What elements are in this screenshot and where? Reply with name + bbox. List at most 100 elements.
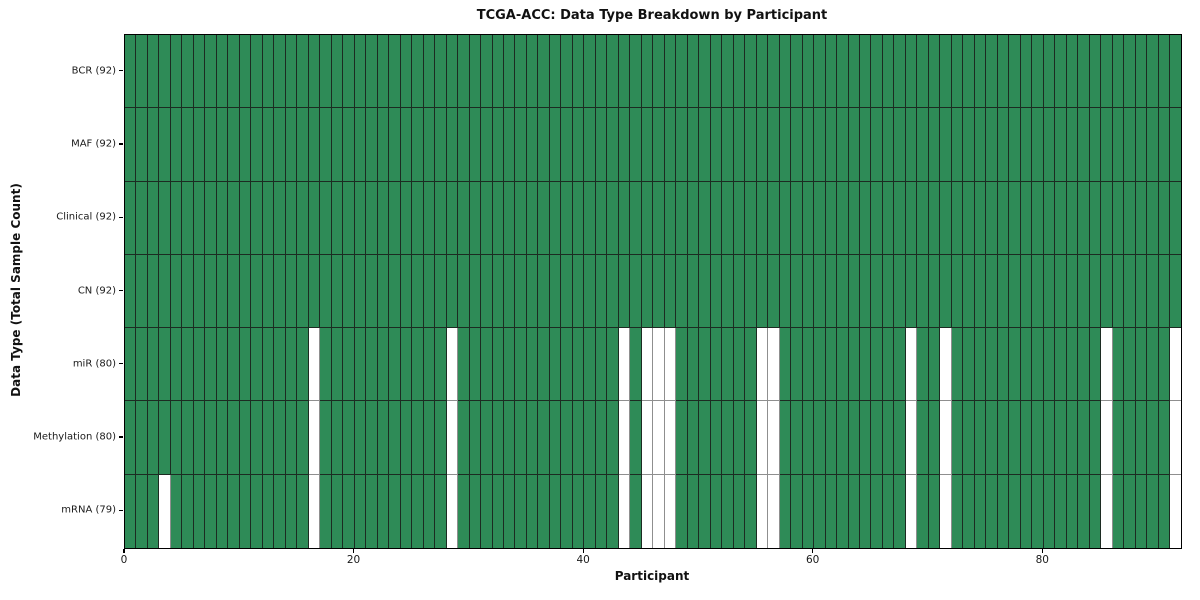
heatmap-cell <box>1170 474 1181 548</box>
heatmap-cell <box>193 401 206 475</box>
heatmap-cell <box>1009 35 1021 109</box>
y-axis-label: Data Type (Total Sample Count) <box>9 183 23 397</box>
heatmap-cell <box>159 254 171 329</box>
heatmap-cell <box>538 328 550 402</box>
heatmap-cell <box>297 401 309 475</box>
heatmap-cell <box>159 474 171 548</box>
heatmap-cell <box>595 474 608 548</box>
heatmap-cell <box>905 35 918 109</box>
heatmap-cell <box>526 108 539 182</box>
heatmap-cell <box>974 181 987 255</box>
heatmap-cell <box>285 35 298 109</box>
heatmap-cell <box>687 328 700 402</box>
heatmap-cell <box>274 328 286 402</box>
heatmap-cell <box>699 181 711 255</box>
heatmap-cell <box>653 474 665 548</box>
heatmap-cell <box>653 35 665 109</box>
heatmap-cell <box>354 474 367 548</box>
heatmap-cell <box>779 108 792 182</box>
heatmap-cell <box>1112 35 1125 109</box>
heatmap-cell <box>871 328 883 402</box>
heatmap-cell <box>274 474 286 548</box>
heatmap-cell <box>894 328 906 402</box>
heatmap-cell <box>1032 181 1044 255</box>
heatmap-cell <box>630 401 642 475</box>
heatmap-cell <box>641 401 654 475</box>
y-tick-mark <box>118 289 123 292</box>
heatmap-cell <box>1089 181 1102 255</box>
heatmap-cell <box>1009 181 1021 255</box>
heatmap-cell <box>963 401 975 475</box>
heatmap-cell <box>1009 474 1021 548</box>
heatmap-cell <box>710 35 723 109</box>
heatmap-cell <box>618 35 631 109</box>
heatmap-cell <box>170 328 183 402</box>
heatmap-cell <box>389 35 401 109</box>
heatmap-cell <box>584 474 596 548</box>
heatmap-cell <box>170 254 183 329</box>
heatmap-cell <box>963 254 975 329</box>
heatmap-cell <box>308 328 321 402</box>
heatmap-cell <box>584 35 596 109</box>
heatmap-cell <box>366 108 378 182</box>
heatmap-cell <box>159 181 171 255</box>
heatmap-cell <box>641 108 654 182</box>
heatmap-cell <box>503 328 516 402</box>
heatmap-cell <box>837 181 849 255</box>
heatmap-cell <box>595 401 608 475</box>
y-tick-mark <box>118 436 123 438</box>
heatmap-cell <box>1078 181 1090 255</box>
heatmap-cell <box>653 401 665 475</box>
heatmap-cell <box>147 328 160 402</box>
heatmap-cell <box>354 108 367 182</box>
heatmap-cell <box>1101 108 1113 182</box>
heatmap-cell <box>768 474 780 548</box>
heatmap-cell <box>538 474 550 548</box>
heatmap-cell <box>239 401 252 475</box>
heatmap-cell <box>1055 108 1067 182</box>
heatmap-cell <box>159 401 171 475</box>
heatmap-cell <box>205 254 217 329</box>
heatmap-cell <box>320 328 332 402</box>
heatmap-cell <box>1135 35 1148 109</box>
heatmap-cell <box>561 328 573 402</box>
heatmap-cell <box>343 328 355 402</box>
heatmap-cell <box>1170 328 1181 402</box>
heatmap-cell <box>664 401 677 475</box>
heatmap-cell <box>1066 328 1079 402</box>
heatmap-cell <box>1032 254 1044 329</box>
heatmap-cell <box>733 108 746 182</box>
heatmap-cell <box>458 108 470 182</box>
heatmap-cell <box>664 35 677 109</box>
heatmap-cell <box>549 401 562 475</box>
heatmap-cell <box>848 328 860 402</box>
heatmap-cell <box>928 108 941 182</box>
heatmap-cell <box>1124 254 1136 329</box>
heatmap-cell <box>1158 328 1171 402</box>
heatmap-cell <box>882 108 895 182</box>
heatmap-cell <box>492 108 504 182</box>
heatmap-cell <box>274 108 286 182</box>
heatmap-cell <box>147 401 160 475</box>
heatmap-cell <box>446 401 459 475</box>
heatmap-cell <box>825 401 838 475</box>
heatmap-cell <box>595 254 608 329</box>
heatmap-cell <box>940 328 952 402</box>
heatmap-cell <box>469 35 482 109</box>
heatmap-cell <box>905 181 918 255</box>
heatmap-cell <box>802 328 815 402</box>
heatmap-cell <box>917 108 929 182</box>
heatmap-cell <box>779 35 792 109</box>
heatmap-cell <box>1147 474 1159 548</box>
heatmap-cell <box>308 401 321 475</box>
heatmap-cell <box>1101 401 1113 475</box>
heatmap-cell <box>1043 328 1056 402</box>
heatmap-cell <box>860 401 872 475</box>
heatmap-cell <box>572 181 585 255</box>
heatmap-cell <box>331 401 344 475</box>
heatmap-cell <box>1078 254 1090 329</box>
heatmap-cell <box>710 181 723 255</box>
heatmap-cell <box>745 35 757 109</box>
heatmap-cell <box>986 474 998 548</box>
heatmap-cell <box>676 474 688 548</box>
